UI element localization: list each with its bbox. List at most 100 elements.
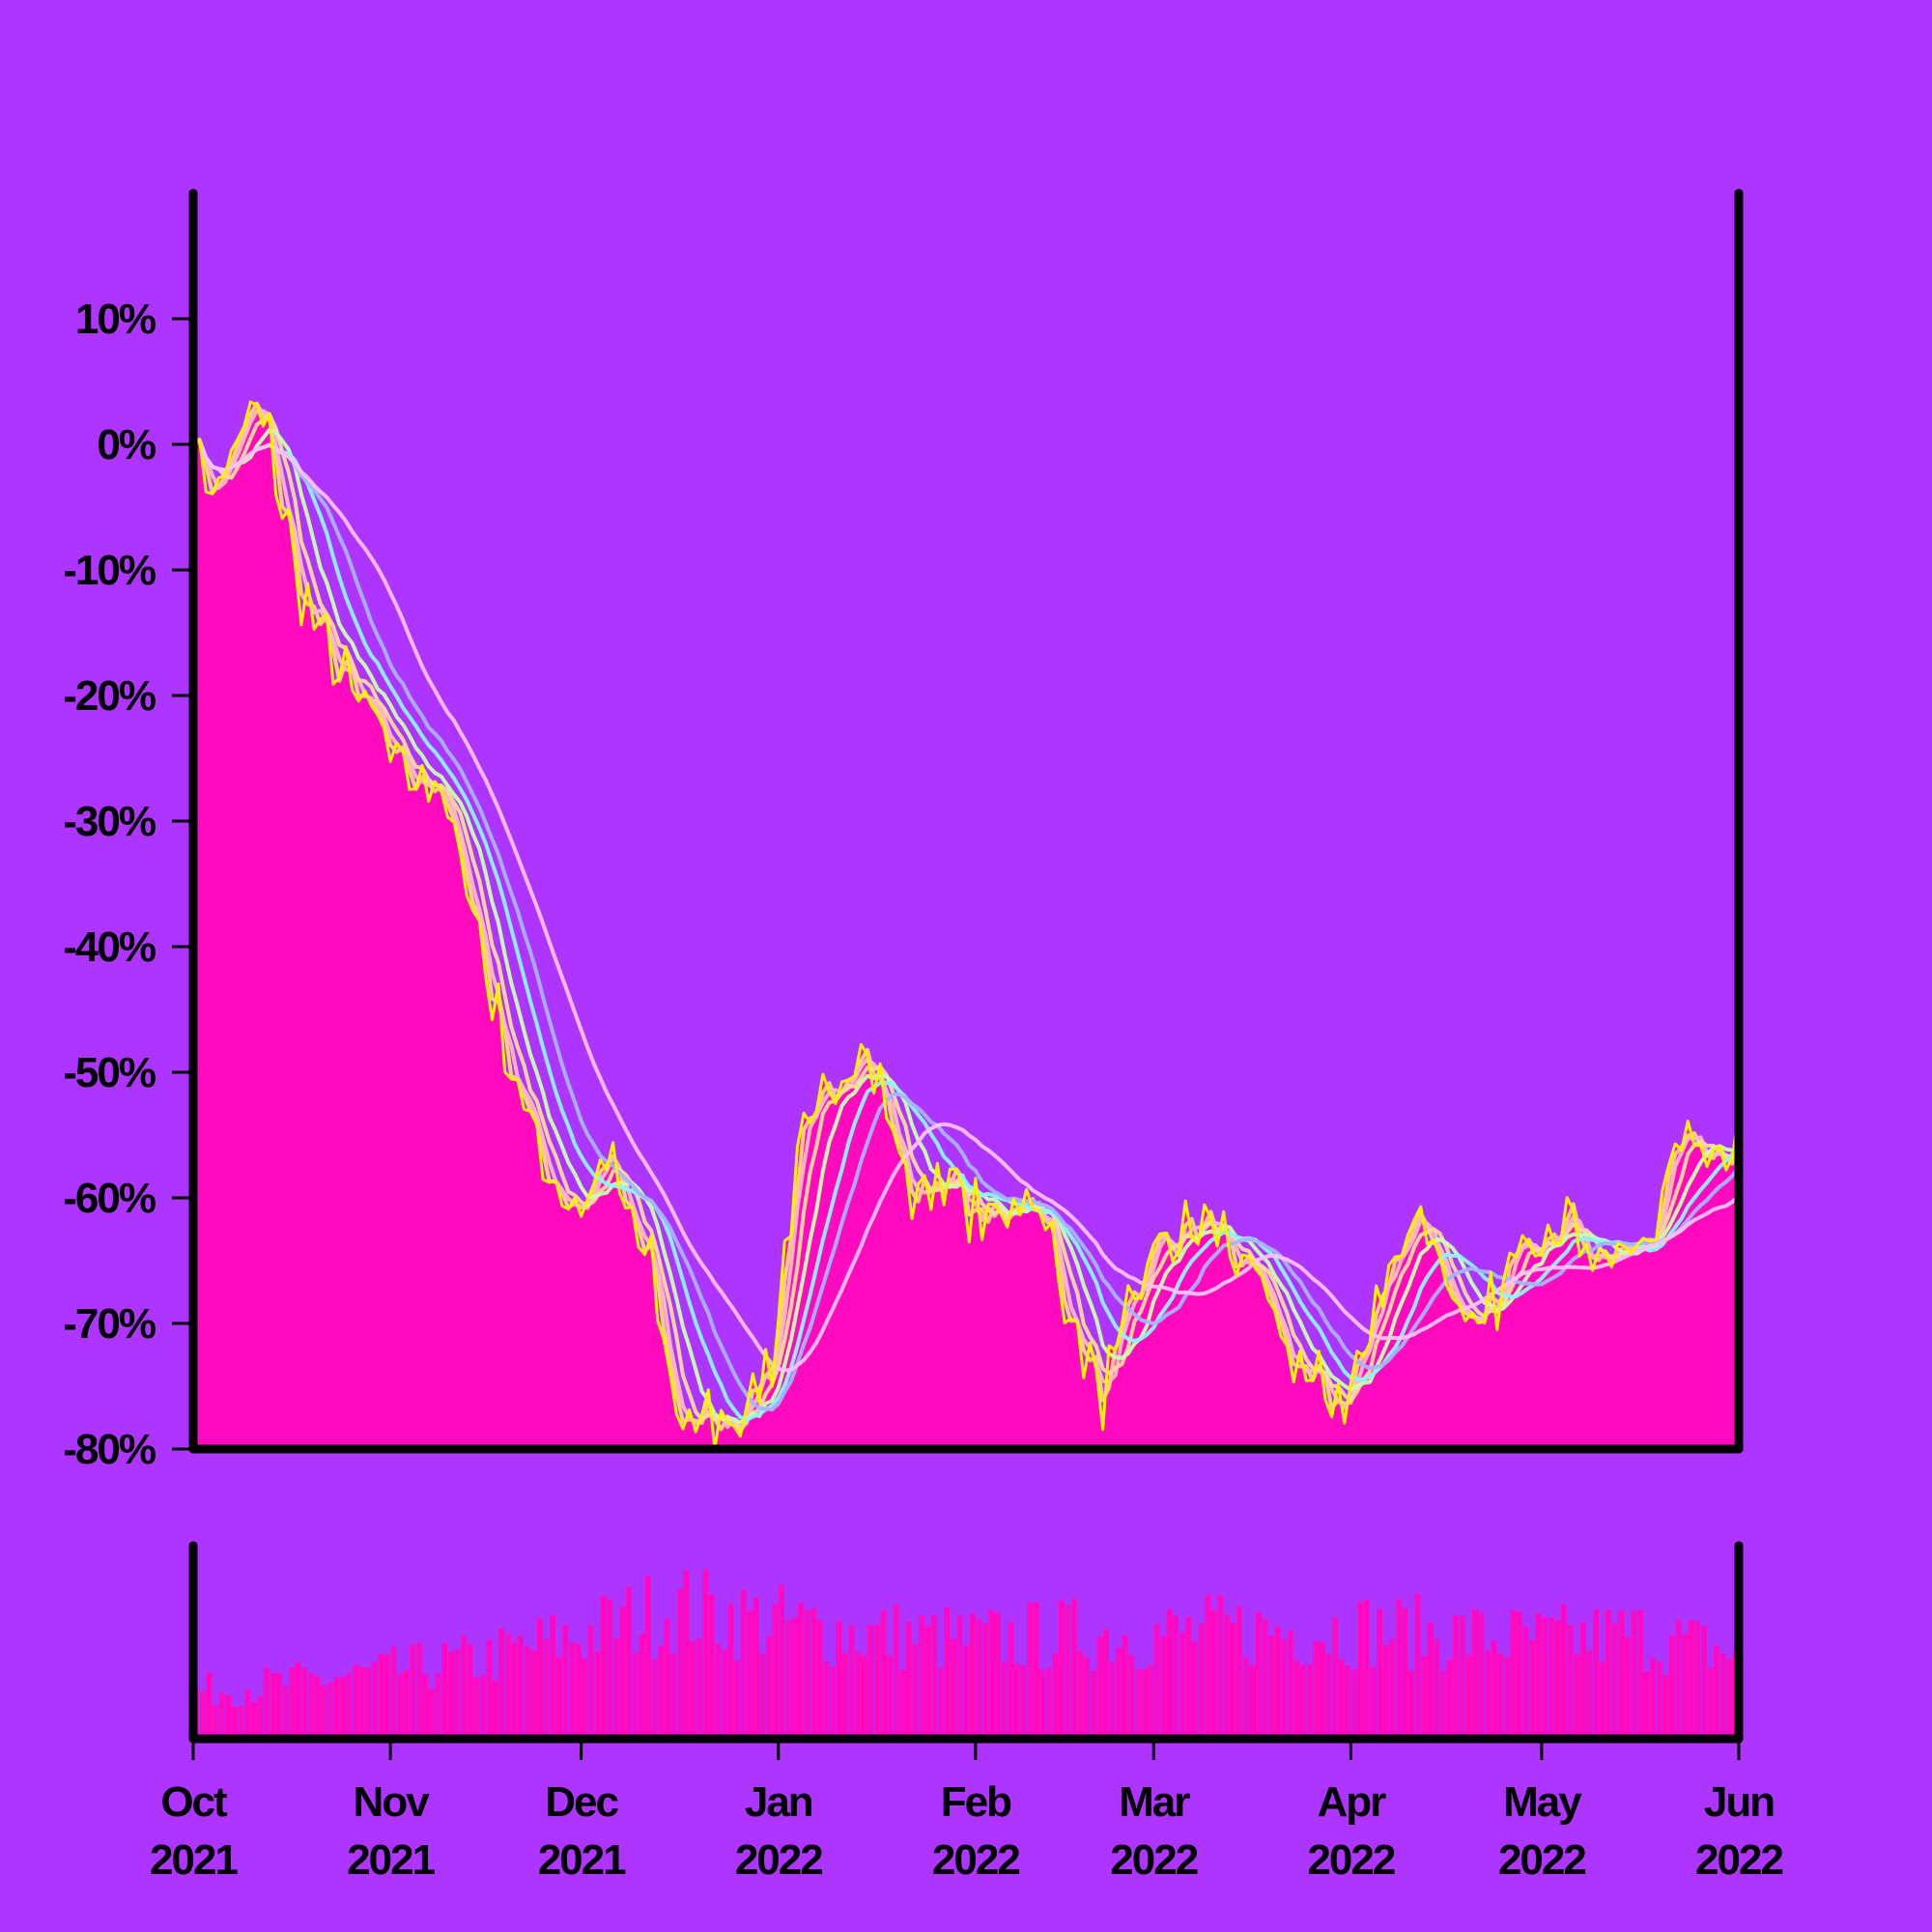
- volume-bar: [1522, 1626, 1529, 1739]
- volume-bar: [550, 1614, 555, 1739]
- volume-bar: [301, 1667, 308, 1739]
- volume-bar: [1408, 1670, 1414, 1739]
- volume-bar: [295, 1662, 301, 1739]
- volume-bar: [1008, 1622, 1013, 1739]
- y-tick-label: -40%: [63, 923, 156, 971]
- moving-average-layer: [191, 401, 1741, 1434]
- volume-bar: [1643, 1671, 1650, 1739]
- volume-bar: [1414, 1593, 1421, 1739]
- x-tick-label-year: 2022: [932, 1836, 1019, 1884]
- volume-bar: [1084, 1657, 1090, 1739]
- volume-bar: [1096, 1635, 1103, 1739]
- volume-bar: [346, 1672, 353, 1739]
- volume-bar: [1593, 1609, 1599, 1739]
- y-tick-label: 10%: [75, 296, 156, 343]
- volume-bar: [1001, 1662, 1008, 1739]
- volume-bar: [893, 1605, 899, 1739]
- volume-bar: [963, 1645, 969, 1739]
- volume-bar: [1281, 1638, 1288, 1739]
- volume-bar: [403, 1669, 410, 1739]
- volume-bar: [524, 1645, 530, 1739]
- volume-bar: [1529, 1639, 1535, 1739]
- volume-bar: [721, 1650, 727, 1739]
- volume-bar: [530, 1650, 537, 1739]
- x-tick-label-year: 2022: [735, 1836, 822, 1884]
- volume-bar: [944, 1607, 951, 1739]
- volume-bar: [1567, 1624, 1574, 1739]
- volume-bar: [543, 1638, 550, 1739]
- volume-bar: [1694, 1620, 1701, 1739]
- volume-bar: [861, 1655, 867, 1739]
- volume-bar: [1122, 1635, 1128, 1739]
- volume-bar: [1402, 1607, 1408, 1739]
- x-tick-label-year: 2022: [1110, 1836, 1197, 1884]
- volume-bar: [282, 1686, 289, 1739]
- volume-bar: [708, 1594, 715, 1739]
- price-line: [192, 400, 1741, 1450]
- volume-bar: [1153, 1624, 1160, 1739]
- volume-bar: [1293, 1660, 1300, 1739]
- volume-bar: [582, 1658, 587, 1739]
- volume-bar: [1116, 1647, 1122, 1739]
- volume-bar: [1210, 1610, 1217, 1739]
- x-tick-label-year: 2021: [538, 1836, 626, 1884]
- volume-bar: [1574, 1654, 1579, 1739]
- volume-bar: [1103, 1629, 1109, 1739]
- volume-bar: [575, 1643, 582, 1739]
- volume-bar: [276, 1672, 282, 1739]
- volume-bar: [912, 1643, 919, 1739]
- volume-bar: [779, 1584, 784, 1739]
- volume-bar: [1071, 1598, 1077, 1739]
- volume-bar: [772, 1604, 779, 1739]
- volume-bar: [867, 1624, 874, 1739]
- volume-bar: [1262, 1618, 1268, 1739]
- volume-bar: [1510, 1609, 1517, 1739]
- volume-bar: [1421, 1656, 1427, 1739]
- volume-bar: [479, 1674, 486, 1739]
- volume-bar: [1395, 1599, 1402, 1739]
- volume-bar: [607, 1599, 613, 1739]
- volume-bar: [981, 1623, 988, 1739]
- volume-bar: [924, 1625, 931, 1739]
- volume-bar: [1370, 1666, 1377, 1739]
- volume-bar: [664, 1618, 670, 1739]
- volume-bar: [734, 1661, 740, 1739]
- volume-bar: [441, 1643, 447, 1739]
- volume-bar: [1471, 1608, 1478, 1739]
- volume-bar: [1192, 1641, 1198, 1739]
- volume-bar: [1491, 1640, 1497, 1739]
- volume-bar: [1656, 1661, 1662, 1739]
- volume-bar: [498, 1628, 505, 1739]
- volume-bar: [1561, 1605, 1567, 1739]
- volume-bar: [390, 1646, 397, 1739]
- volume-bar: [1166, 1609, 1173, 1739]
- volume-bar: [644, 1576, 651, 1739]
- volume-bar: [447, 1652, 454, 1739]
- volume-bar: [244, 1690, 250, 1739]
- volume-bar: [1160, 1635, 1166, 1739]
- volume-bar: [1631, 1610, 1637, 1739]
- volume-bar: [759, 1653, 766, 1739]
- volume-bar: [740, 1589, 747, 1739]
- volume-bar: [1319, 1641, 1325, 1739]
- x-tick-label-year: 2021: [150, 1836, 238, 1884]
- volume-bar: [823, 1662, 830, 1739]
- x-tick-label-month: Oct: [160, 1778, 228, 1826]
- volume-bar: [231, 1706, 238, 1739]
- volume-bar: [651, 1659, 658, 1739]
- volume-bar: [467, 1644, 473, 1739]
- volume-bar: [887, 1655, 893, 1739]
- volume-bar: [213, 1705, 218, 1739]
- volume-bar: [1453, 1615, 1459, 1739]
- x-tick-label-month: Mar: [1119, 1778, 1190, 1826]
- volume-bar: [410, 1644, 416, 1739]
- volume-bar: [1434, 1639, 1440, 1739]
- volume-bar: [919, 1615, 924, 1739]
- volume-bar: [690, 1641, 696, 1739]
- volume-bar: [899, 1669, 906, 1739]
- volume-bar: [1624, 1636, 1631, 1739]
- volume-bar: [422, 1674, 429, 1739]
- volume-bar: [1217, 1594, 1224, 1739]
- volume-bar: [200, 1691, 206, 1739]
